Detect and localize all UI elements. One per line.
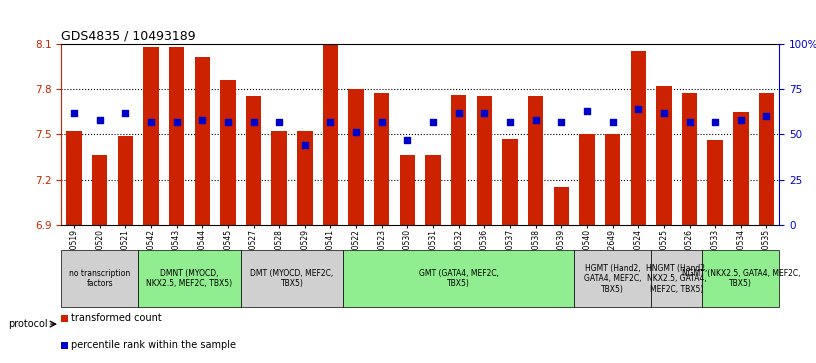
Point: [580, 108, 593, 114]
Bar: [348, 89, 364, 225]
Point: [375, 119, 388, 125]
Bar: [503, 139, 517, 225]
Point: [273, 119, 286, 125]
Point: [93, 117, 106, 123]
Bar: [631, 51, 646, 225]
Bar: [400, 155, 415, 225]
Text: transformed count: transformed count: [71, 313, 162, 323]
Bar: [528, 97, 543, 225]
Bar: [759, 93, 774, 225]
Point: [144, 119, 157, 125]
Bar: [144, 46, 158, 225]
Bar: [61, 315, 69, 322]
Bar: [246, 97, 261, 225]
Point: [221, 119, 234, 125]
Bar: [703, 250, 779, 307]
Bar: [553, 187, 569, 225]
Point: [529, 117, 542, 123]
Bar: [605, 134, 620, 225]
Bar: [66, 131, 82, 225]
Point: [401, 137, 414, 143]
Bar: [574, 250, 651, 307]
Bar: [579, 134, 595, 225]
Bar: [477, 97, 492, 225]
Point: [68, 110, 81, 115]
Point: [734, 117, 747, 123]
Point: [503, 119, 517, 125]
Point: [196, 117, 209, 123]
Point: [427, 119, 440, 125]
Text: protocol: protocol: [8, 319, 47, 329]
Point: [478, 110, 491, 115]
Bar: [682, 93, 697, 225]
Point: [708, 119, 721, 125]
Bar: [61, 342, 69, 349]
Text: NGMT (NKX2.5, GATA4, MEF2C,
TBX5): NGMT (NKX2.5, GATA4, MEF2C, TBX5): [681, 269, 800, 288]
Text: HGMT (Hand2,
GATA4, MEF2C,
TBX5): HGMT (Hand2, GATA4, MEF2C, TBX5): [583, 264, 641, 294]
Bar: [297, 131, 313, 225]
Text: no transcription
factors: no transcription factors: [69, 269, 131, 288]
Text: percentile rank within the sample: percentile rank within the sample: [71, 340, 237, 350]
Text: DMNT (MYOCD,
NKX2.5, MEF2C, TBX5): DMNT (MYOCD, NKX2.5, MEF2C, TBX5): [146, 269, 233, 288]
Point: [299, 142, 312, 148]
Bar: [425, 155, 441, 225]
Bar: [138, 250, 241, 307]
Point: [555, 119, 568, 125]
Point: [119, 110, 132, 115]
Bar: [656, 86, 672, 225]
Bar: [451, 95, 467, 225]
Bar: [118, 136, 133, 225]
Point: [760, 113, 773, 119]
Bar: [344, 250, 574, 307]
Bar: [323, 45, 338, 225]
Point: [247, 119, 260, 125]
Bar: [374, 93, 389, 225]
Point: [632, 106, 645, 112]
Bar: [169, 46, 184, 225]
Text: DMT (MYOCD, MEF2C,
TBX5): DMT (MYOCD, MEF2C, TBX5): [251, 269, 334, 288]
Bar: [707, 140, 723, 225]
Bar: [61, 250, 138, 307]
Point: [683, 119, 696, 125]
Point: [452, 110, 465, 115]
Bar: [92, 155, 108, 225]
Point: [170, 119, 183, 125]
Bar: [241, 250, 344, 307]
Point: [658, 110, 671, 115]
Text: HNGMT (Hand2,
NKX2.5, GATA4,
MEF2C, TBX5): HNGMT (Hand2, NKX2.5, GATA4, MEF2C, TBX5…: [646, 264, 707, 294]
Bar: [194, 57, 210, 225]
Bar: [272, 131, 287, 225]
Bar: [733, 111, 748, 225]
Text: GDS4835 / 10493189: GDS4835 / 10493189: [61, 29, 196, 42]
Point: [606, 119, 619, 125]
Bar: [651, 250, 703, 307]
Bar: [220, 80, 236, 225]
Point: [349, 130, 362, 135]
Point: [324, 119, 337, 125]
Text: GMT (GATA4, MEF2C,
TBX5): GMT (GATA4, MEF2C, TBX5): [419, 269, 499, 288]
